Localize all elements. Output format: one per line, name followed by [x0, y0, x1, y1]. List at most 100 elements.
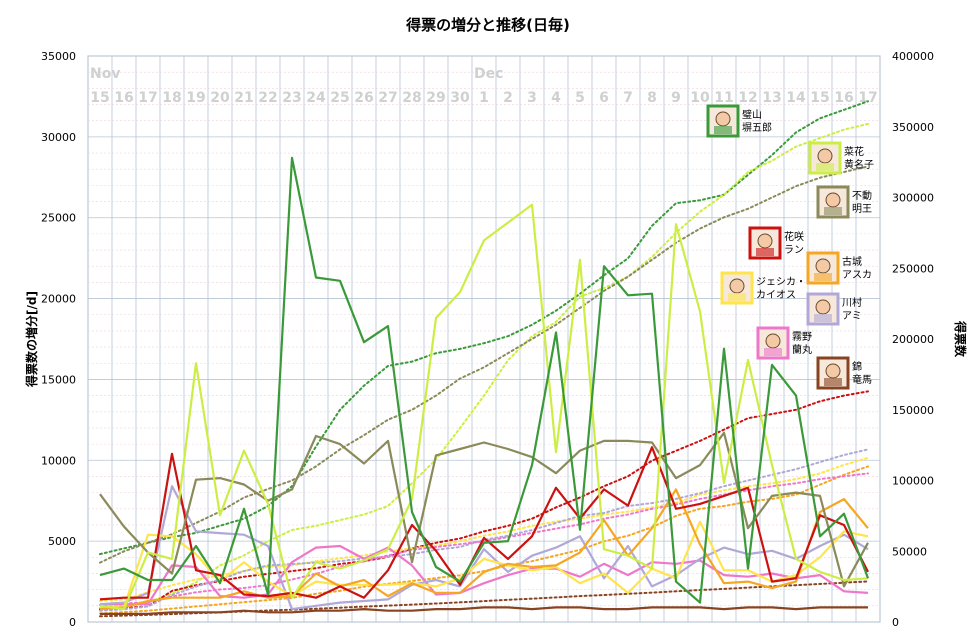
legend-entry-0: 璧山塀五郎 [706, 104, 772, 138]
x-tick-label: 2 [503, 90, 513, 106]
legend-label-line: 錦 [852, 360, 862, 373]
legend-label: 古城アスカ [842, 255, 872, 281]
legend-label: 錦竜馬 [852, 360, 872, 386]
x-tick-label: 25 [330, 90, 349, 106]
x-tick-label: 26 [354, 90, 373, 106]
x-tick-label: 7 [623, 90, 633, 106]
increment-line-0 [99, 156, 870, 604]
legend-label-line: 璧山 [742, 108, 762, 121]
legend-entry-5: ジェシカ・カイオス [720, 271, 806, 305]
x-tick-label: 11 [714, 90, 733, 106]
y-tick-label: 30000 [41, 131, 76, 144]
increment-line-8 [100, 606, 868, 616]
cumulative-line-2 [99, 165, 869, 564]
x-tick-label: 3 [527, 90, 537, 106]
legend-label-line: カイオス [756, 289, 796, 301]
x-tick-label: 30 [450, 90, 470, 106]
chart-title: 得票の増分と推移(日毎) [405, 16, 570, 34]
x-tick-label: 8 [647, 90, 657, 106]
x-tick-label: 15 [810, 90, 829, 106]
x-tick-label: 29 [426, 90, 445, 106]
y-tick-label: 0 [69, 616, 76, 629]
y2-tick-labels: 0 50000 100000 150000 200000 250000 300000 3500… [892, 50, 934, 629]
y2-tick-label: 150000 [892, 404, 934, 417]
y-tick-label: 5000 [48, 535, 76, 548]
x-tick-label: 15 [90, 90, 109, 106]
legend-label-line: ラン [784, 244, 804, 256]
increment-line-4 [99, 488, 869, 611]
x-tick-label: 27 [378, 90, 397, 106]
legend-entry-6: 川村アミ [806, 292, 862, 326]
legend-label: 霧野蘭丸 [792, 331, 812, 356]
character-legend: 璧山塀五郎菜花黄名子不動明王花咲ラン古城アスカジェシカ・カイオス川村アミ霧野蘭丸… [706, 104, 874, 390]
face-icon [817, 148, 833, 164]
x-tick-label: 18 [162, 90, 181, 106]
y-tick-label: 35000 [41, 50, 76, 63]
cumulative-line-1 [99, 122, 869, 609]
legend-label-line: 花咲 [784, 230, 804, 243]
body-icon [756, 248, 774, 256]
legend-entry-3: 花咲ラン [748, 226, 804, 260]
body-icon [764, 348, 782, 356]
body-icon [824, 207, 842, 215]
increment-line-6 [99, 485, 869, 611]
legend-label: 菜花黄名子 [844, 145, 874, 171]
x-tick-label: 1 [479, 90, 489, 106]
x-tick-label: 16 [114, 90, 133, 106]
face-icon [815, 258, 831, 274]
x-tick-label: 12 [738, 90, 757, 106]
legend-label: 川村アミ [842, 296, 862, 322]
face-icon [729, 278, 745, 294]
legend-entry-8: 錦竜馬 [816, 356, 872, 390]
x-tick-label: 23 [282, 90, 301, 106]
legend-label: ジェシカ・カイオス [756, 276, 806, 301]
y-tick-label: 25000 [41, 212, 76, 225]
face-icon [815, 299, 831, 315]
face-icon [757, 233, 773, 249]
legend-label: 璧山塀五郎 [742, 108, 772, 134]
y2-tick-label: 250000 [892, 262, 934, 275]
x-gridlines [87, 56, 881, 622]
increment-line-5 [100, 520, 869, 609]
x-tick-label: 5 [575, 90, 585, 106]
cumulative-line-0 [99, 100, 869, 556]
body-icon [816, 163, 834, 171]
legend-label-line: 古城 [842, 255, 862, 268]
face-icon [715, 111, 731, 127]
x-tick-label: 17 [858, 90, 877, 106]
legend-label-line: 霧野 [792, 331, 812, 343]
x-tick-label: 10 [690, 90, 710, 106]
y2-tick-label: 100000 [892, 475, 934, 488]
legend-label-line: 不動 [852, 189, 872, 202]
x-tick-label: 13 [762, 90, 781, 106]
body-icon [824, 378, 842, 386]
cumulative-line-3 [99, 390, 869, 611]
x-tick-label: 21 [234, 90, 253, 106]
legend-label-line: ジェシカ・ [756, 276, 806, 288]
x-tick-label: 6 [599, 90, 609, 106]
body-icon [714, 126, 732, 134]
x-tick-label: 16 [834, 90, 853, 106]
legend-label-line: アスカ [842, 269, 872, 281]
y2-axis-label: 得票数 [953, 320, 968, 358]
x-tick-labels: 15 16 17 18 19 20 21 22 23 24 25 26 27 28 29 30 1 2 3 4 5 6 7 8… [90, 90, 877, 106]
legend-entry-1: 菜花黄名子 [808, 141, 874, 175]
x-tick-label: 28 [402, 90, 421, 106]
y-tick-labels: 0 5000 10000 15000 20000 25000 30000 35000 [41, 50, 76, 629]
y2-tick-label: 50000 [892, 545, 927, 558]
legend-label-line: 黄名子 [844, 158, 874, 171]
legend-label-line: 塀五郎 [742, 121, 772, 134]
legend-label-line: 竜馬 [852, 373, 872, 386]
legend-label-line: 明王 [852, 203, 872, 215]
legend-label-line: 川村 [842, 296, 862, 309]
x-tick-label: 9 [671, 90, 681, 106]
y-axis-label: 得票数の増分[/d] [24, 291, 39, 388]
legend-label-line: アミ [842, 311, 862, 322]
legend-entry-4: 古城アスカ [806, 251, 872, 285]
y2-tick-label: 400000 [892, 50, 934, 63]
legend-entry-7: 霧野蘭丸 [756, 326, 812, 360]
x-tick-label: 22 [258, 90, 277, 106]
face-icon [825, 363, 841, 379]
